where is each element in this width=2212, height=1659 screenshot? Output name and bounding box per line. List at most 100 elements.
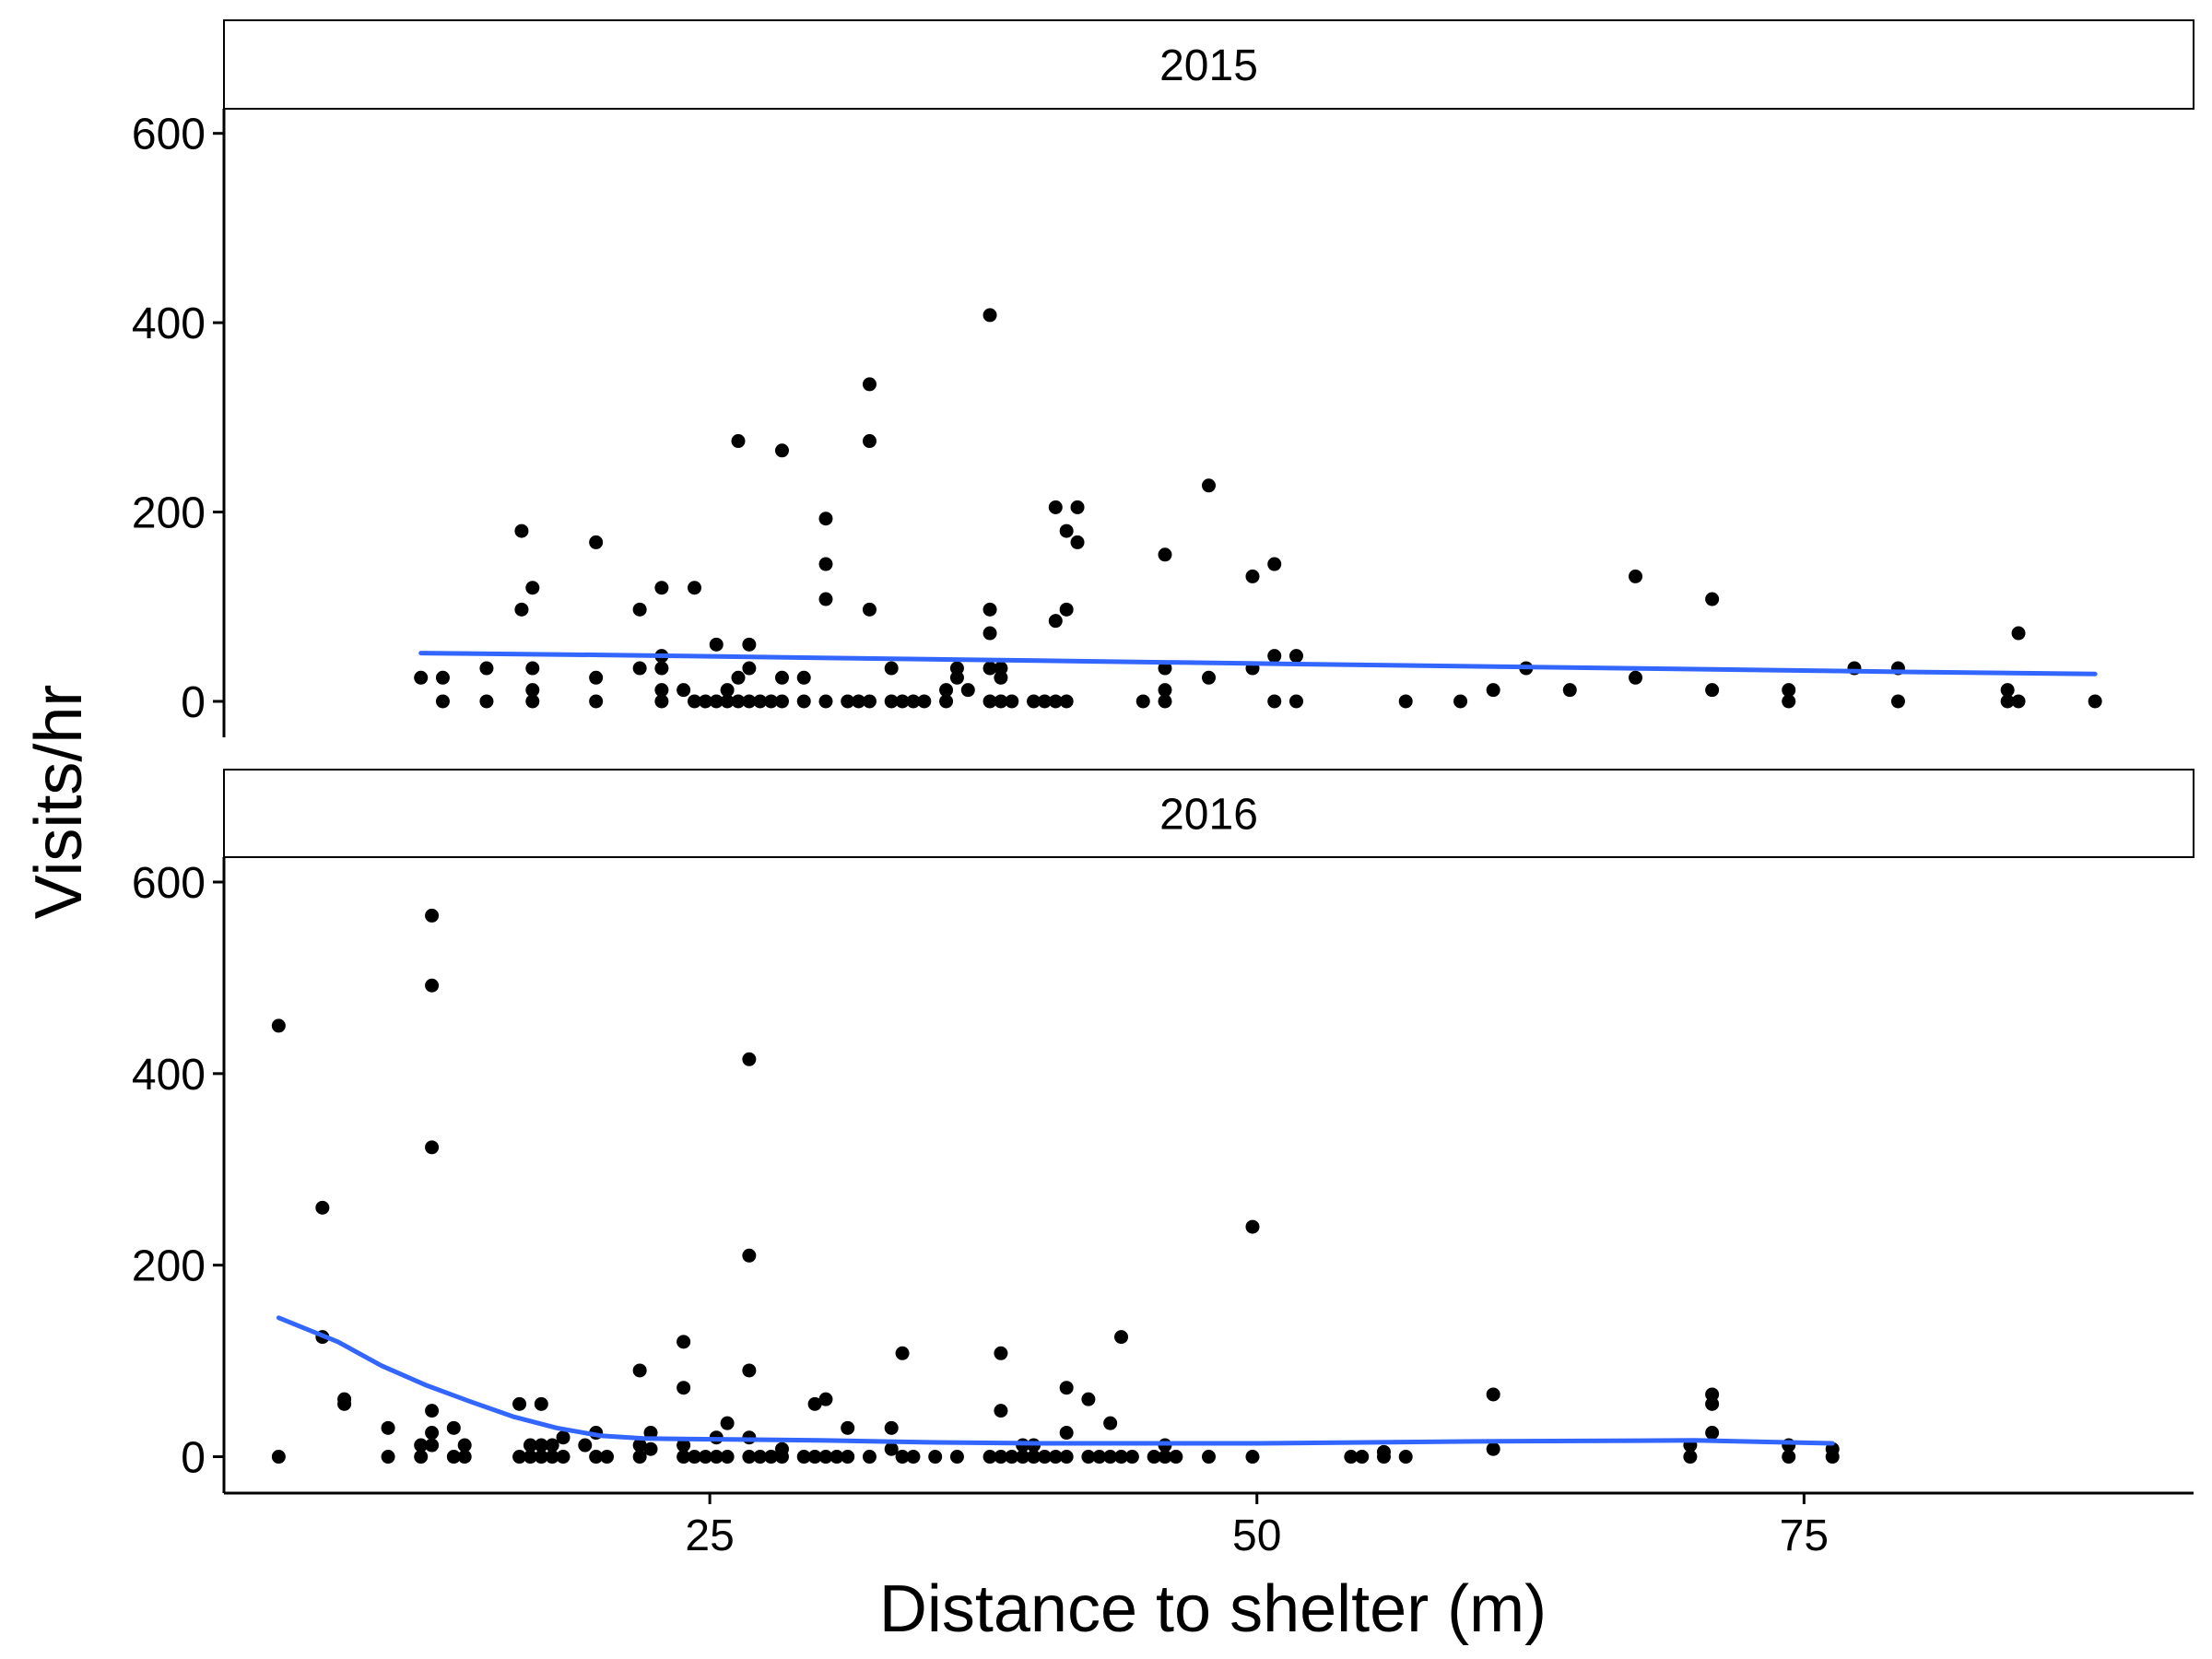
data-point	[1486, 1441, 1500, 1456]
data-point	[523, 1438, 537, 1453]
data-point	[677, 1335, 691, 1349]
data-point	[1037, 694, 1052, 709]
data-point	[1158, 547, 1172, 562]
data-point	[841, 694, 855, 709]
data-point	[1059, 1381, 1074, 1395]
facet-strip-label: 2016	[1159, 791, 1258, 840]
data-point	[632, 1363, 647, 1378]
data-point	[589, 535, 604, 549]
data-point	[1267, 694, 1282, 709]
data-point	[994, 661, 1008, 676]
data-point	[632, 1450, 647, 1465]
data-point	[654, 694, 669, 709]
data-point	[381, 1420, 395, 1435]
data-point	[796, 694, 811, 709]
data-point	[1092, 1450, 1107, 1465]
data-point	[884, 694, 899, 709]
smooth-line	[418, 651, 2098, 677]
data-point	[720, 683, 735, 698]
data-point	[514, 602, 529, 617]
data-point	[906, 1450, 921, 1465]
data-point	[578, 1438, 593, 1453]
data-point	[446, 1420, 461, 1435]
data-point	[425, 1140, 440, 1155]
data-point	[774, 670, 789, 685]
facet-strip-label: 2015	[1159, 41, 1258, 90]
data-point	[807, 1450, 822, 1465]
data-point	[1705, 592, 1720, 606]
data-point	[982, 1450, 997, 1465]
data-point	[414, 1438, 429, 1453]
data-point	[774, 443, 789, 458]
data-point	[1245, 1450, 1260, 1465]
data-point	[994, 670, 1008, 685]
data-point	[884, 661, 899, 676]
data-point	[742, 1363, 757, 1378]
data-point	[982, 308, 997, 323]
data-point	[731, 670, 746, 685]
data-point	[709, 637, 724, 652]
data-point	[1037, 1450, 1052, 1465]
data-point	[545, 1438, 559, 1453]
data-point	[512, 1396, 527, 1411]
data-point	[949, 661, 964, 676]
data-point	[1059, 1426, 1074, 1441]
data-point	[446, 1450, 461, 1465]
data-point	[2000, 683, 2015, 698]
data-point	[1048, 1450, 1063, 1465]
data-point	[1486, 683, 1500, 698]
data-point	[479, 661, 494, 676]
data-point	[818, 592, 833, 606]
data-point	[895, 1346, 910, 1360]
data-point	[337, 1396, 352, 1411]
data-point	[534, 1450, 548, 1465]
data-point	[1890, 694, 1905, 709]
data-point	[709, 1450, 724, 1465]
data-point	[534, 1438, 548, 1453]
data-point	[742, 1052, 757, 1066]
data-point	[720, 694, 735, 709]
data-point	[525, 661, 540, 676]
data-point	[677, 1450, 691, 1465]
data-point	[688, 1450, 702, 1465]
data-point	[2011, 626, 2026, 641]
data-point	[512, 1450, 527, 1465]
data-point	[994, 1450, 1008, 1465]
data-point	[643, 1441, 658, 1456]
data-point	[1825, 1450, 1840, 1465]
data-point	[1135, 694, 1150, 709]
data-point	[677, 1381, 691, 1395]
data-point	[1059, 602, 1074, 617]
data-point	[1070, 535, 1085, 549]
data-point	[906, 694, 921, 709]
data-point	[994, 1404, 1008, 1418]
data-point	[589, 1450, 604, 1465]
data-point	[1158, 661, 1172, 676]
data-point	[654, 683, 669, 698]
data-point	[1048, 694, 1063, 709]
data-point	[742, 637, 757, 652]
x-tick-label: 50	[1232, 1512, 1281, 1560]
data-point	[589, 694, 604, 709]
smooth-line	[276, 1315, 1835, 1446]
data-point	[1705, 1426, 1720, 1441]
data-point	[677, 1438, 691, 1453]
x-tick-label: 25	[685, 1512, 734, 1560]
data-point	[1398, 1450, 1413, 1465]
data-point	[1070, 500, 1085, 514]
data-point	[1629, 670, 1643, 685]
data-point	[1782, 1450, 1796, 1465]
data-point	[457, 1450, 472, 1465]
data-point	[381, 1450, 395, 1465]
data-point	[982, 694, 997, 709]
data-point	[862, 434, 877, 449]
data-point	[1629, 569, 1643, 583]
data-point	[698, 1450, 712, 1465]
data-point	[271, 1018, 286, 1033]
data-point	[435, 694, 450, 709]
data-point	[994, 694, 1008, 709]
x-tick-label: 75	[1780, 1512, 1829, 1560]
data-point	[525, 581, 540, 595]
y-tick-label: 200	[132, 1242, 206, 1291]
